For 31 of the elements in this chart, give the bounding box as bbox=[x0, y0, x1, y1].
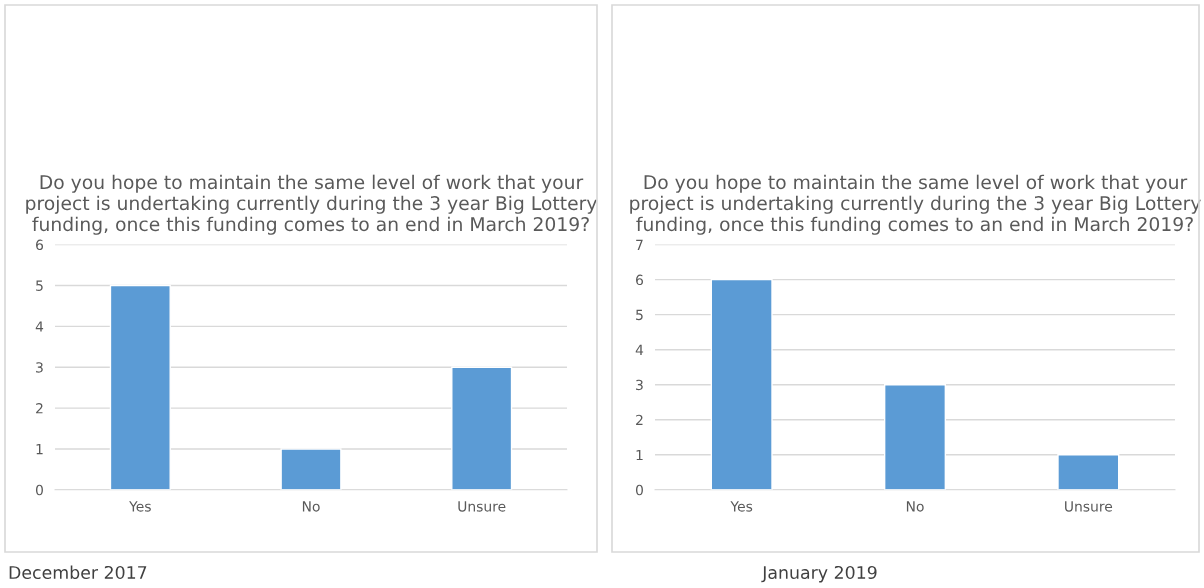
chart-title: Do you hope to maintain the same level of work that your project is undertaking currently during the 3 year Big Lottery funding, once this funding comes to an end in March 2019? bbox=[26, 174, 597, 235]
bar bbox=[109, 284, 171, 490]
y-tick-label: 1 bbox=[636, 449, 643, 461]
y-tick-label: 6 bbox=[36, 239, 44, 251]
x-tick-label: Unsure bbox=[1065, 501, 1113, 512]
x-tick-label: Unsure bbox=[458, 501, 506, 512]
x-tick-label: Yes bbox=[129, 501, 151, 512]
y-tick-label: 5 bbox=[636, 309, 643, 321]
x-tick-label: Yes bbox=[730, 501, 753, 512]
bar bbox=[1057, 454, 1120, 490]
y-tick-label: 3 bbox=[636, 379, 643, 391]
y-tick-label: 0 bbox=[35, 484, 43, 496]
chart-title: Do you hope to maintain the same level of work that your project is undertaking currently during the 3 year Big Lottery funding, once this funding comes to an end in March 2019? bbox=[630, 174, 1201, 235]
y-tick-label: 4 bbox=[35, 321, 44, 332]
bar bbox=[451, 366, 513, 490]
y-tick-label: 3 bbox=[36, 362, 43, 373]
y-tick-label: 7 bbox=[636, 239, 643, 250]
bar bbox=[710, 278, 773, 490]
y-tick-label: 2 bbox=[36, 403, 43, 414]
text: December 2017 bbox=[9, 565, 147, 580]
bar bbox=[883, 384, 947, 490]
y-tick-label: 0 bbox=[635, 484, 643, 496]
y-tick-label: 5 bbox=[36, 280, 43, 291]
x-tick-label: No bbox=[906, 501, 924, 512]
text: January 2019 bbox=[761, 565, 877, 583]
y-tick-label: 4 bbox=[635, 344, 644, 355]
y-tick-label: 1 bbox=[36, 444, 43, 455]
y-tick-label: 6 bbox=[636, 274, 644, 286]
x-tick-label: No bbox=[302, 501, 320, 512]
y-tick-label: 2 bbox=[636, 414, 643, 426]
bar bbox=[280, 448, 342, 490]
